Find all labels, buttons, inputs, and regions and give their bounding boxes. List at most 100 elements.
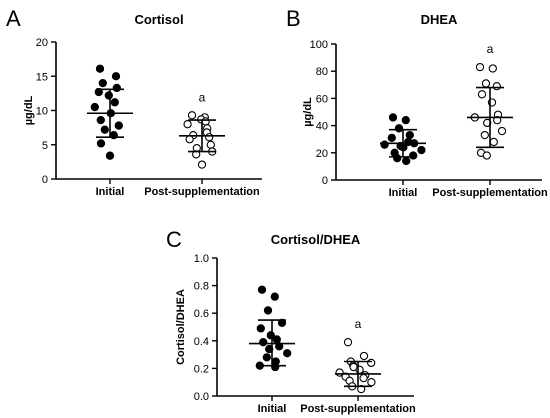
data-point (277, 318, 287, 328)
data-point (265, 344, 274, 354)
series-post-supplementation: a (179, 90, 225, 169)
series-initial (87, 64, 133, 160)
data-point (393, 154, 402, 163)
data-point (481, 79, 491, 88)
data-point (272, 335, 281, 344)
data-point (263, 306, 273, 315)
y-axis-label: Cortisol/DHEA (175, 289, 187, 365)
data-point (275, 342, 284, 351)
series-post-supplementation: a (467, 42, 513, 160)
data-point (367, 358, 376, 368)
x-category-label: Post-supplementation (432, 187, 548, 199)
data-point (111, 72, 121, 81)
data-point (112, 83, 121, 93)
data-point (110, 98, 119, 107)
data-point (283, 349, 292, 358)
data-point (192, 150, 201, 159)
y-axis-label: µg/dL (23, 95, 35, 125)
data-point (95, 64, 105, 73)
data-point (357, 384, 366, 394)
panel-a: A Cortisol µg/dL 0 5 10 15 20 Initial Post-supple… (6, 6, 262, 198)
data-point (387, 133, 396, 142)
series-post-supplementation: a (335, 317, 381, 394)
panel-letter: A (6, 6, 21, 31)
x-category-label: Post-supplementation (144, 186, 260, 198)
y-tick-label: 0.8 (194, 281, 209, 293)
y-tick-label: 80 (316, 66, 328, 78)
data-point (259, 338, 268, 347)
y-tick-label: 10 (36, 106, 48, 118)
y-tick-label: 60 (316, 93, 328, 105)
y-tick-label: 100 (310, 39, 328, 51)
data-point (197, 160, 207, 169)
x-category-label: Initial (258, 403, 287, 415)
data-point (488, 64, 497, 73)
data-point (359, 373, 368, 383)
data-point (417, 145, 426, 155)
y-tick-label: 1.0 (194, 253, 209, 265)
data-point (367, 378, 376, 387)
x-category-label: Initial (389, 187, 418, 199)
data-point (90, 102, 99, 112)
y-tick-label: 0.6 (194, 308, 209, 320)
y-axis-label: µg/dL (302, 97, 314, 127)
y-tick-label: 20 (36, 37, 48, 49)
chart-title: DHEA (421, 12, 458, 27)
series-initial (380, 113, 426, 166)
data-point (201, 117, 210, 126)
y-tick-label: 20 (316, 148, 328, 160)
data-point (380, 140, 389, 149)
data-point (355, 365, 364, 374)
data-point (96, 115, 105, 125)
panel-letter: C (166, 227, 182, 252)
significance-annotation: a (487, 42, 494, 56)
chart-title: Cortisol/DHEA (271, 232, 361, 247)
y-tick-label: 5 (42, 140, 48, 152)
panel-c: C Cortisol/DHEA Cortisol/DHEA 0.0 0.2 0.4 0.6 0… (166, 227, 416, 415)
data-point (359, 351, 369, 361)
data-point (256, 324, 265, 333)
data-point (187, 111, 197, 120)
y-tick-label: 0 (322, 175, 328, 187)
y-tick-label: 0 (42, 174, 48, 186)
y-tick-label: 0.2 (194, 363, 209, 375)
data-point (257, 285, 267, 294)
data-point (489, 137, 498, 147)
data-point (205, 133, 214, 142)
data-point (475, 62, 485, 72)
panel-b: B DHEA µg/dL 0 20 40 60 80 100 Initial Post-supple… (286, 6, 548, 199)
x-category-label: Post-supplementation (300, 403, 416, 415)
data-point (98, 78, 107, 88)
data-point (405, 130, 414, 140)
panel-letter: B (286, 6, 301, 31)
data-point (388, 113, 398, 122)
data-point (105, 151, 115, 160)
chart-title: Cortisol (134, 12, 183, 27)
data-point (270, 292, 279, 301)
data-point (100, 125, 109, 134)
data-point (493, 116, 502, 125)
data-point (402, 156, 411, 166)
significance-annotation: a (199, 90, 206, 104)
data-point (409, 151, 418, 160)
data-point (497, 126, 507, 136)
data-point (94, 87, 103, 97)
x-category-label: Initial (96, 186, 125, 198)
y-tick-label: 0.4 (194, 336, 209, 348)
data-point (482, 151, 491, 160)
y-tick-label: 0.0 (194, 391, 209, 403)
data-point (104, 91, 113, 100)
y-tick-label: 40 (316, 121, 328, 133)
series-initial (249, 285, 295, 372)
significance-annotation: a (355, 317, 362, 331)
data-point (262, 353, 271, 362)
data-point (492, 82, 501, 91)
data-point (183, 120, 192, 129)
data-point (483, 118, 492, 128)
data-point (480, 130, 489, 140)
data-point (96, 139, 106, 148)
data-point (185, 135, 194, 144)
data-point (477, 90, 487, 99)
data-point (343, 338, 353, 347)
